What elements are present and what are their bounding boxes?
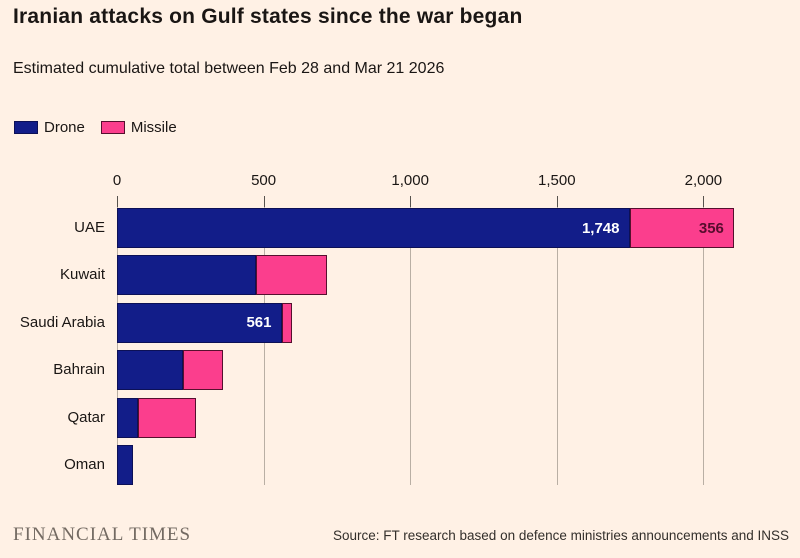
missile-bar-segment [256,255,327,296]
category-label: Saudi Arabia [19,313,105,331]
bar-value-label: 561 [246,314,272,332]
gridline [263,207,265,485]
legend: Drone Missile [14,119,177,136]
legend-item-drone: Drone [14,119,85,136]
gridline [410,207,412,485]
drone-bar-segment [117,350,183,391]
missile-bar-segment [281,302,292,343]
x-axis-tick-label: 2,000 [684,172,723,189]
category-label: UAE [74,219,105,236]
page-subtitle: Estimated cumulative total between Feb 2… [13,60,445,77]
x-axis-tick-label: 0 [112,172,122,189]
page-title: Iranian attacks on Gulf states since the… [13,5,523,28]
drone-bar-segment: 561 [117,302,282,343]
legend-label-missile: Missile [130,119,177,136]
x-axis-tick-label: 1,000 [391,172,429,189]
gridline [703,207,705,485]
x-axis-tick [703,196,705,207]
category-label: Bahrain [53,361,105,379]
missile-swatch-icon [100,121,125,134]
gridline [556,207,558,485]
missile-bar-segment [137,397,197,438]
bar-value-label: 356 [698,219,724,237]
drone-swatch-icon [14,121,38,134]
legend-item-missile: Missile [100,119,177,136]
x-axis-tick-label: 500 [251,172,277,189]
drone-bar-segment [117,397,138,438]
drone-bar-segment [117,445,134,485]
missile-bar-segment: 356 [629,208,734,248]
ft-logo: FINANCIAL TIMES [13,524,192,545]
drone-bar-segment [117,255,257,296]
gridline [117,207,118,485]
category-label: Kuwait [59,266,105,284]
missile-bar-segment [183,350,223,391]
x-axis-tick [117,196,118,207]
category-label: Qatar [67,408,105,426]
source-note: Source: FT research based on defence min… [332,528,789,543]
x-axis-tick-label: 1,500 [538,172,576,189]
x-axis-tick [263,196,265,207]
x-axis-tick [410,196,412,207]
bar-value-label: 1,748 [581,219,620,237]
drone-bar-segment: 1,748 [117,208,630,248]
legend-label-drone: Drone [44,119,85,136]
category-label: Oman [64,456,105,473]
x-axis-tick [556,196,558,207]
